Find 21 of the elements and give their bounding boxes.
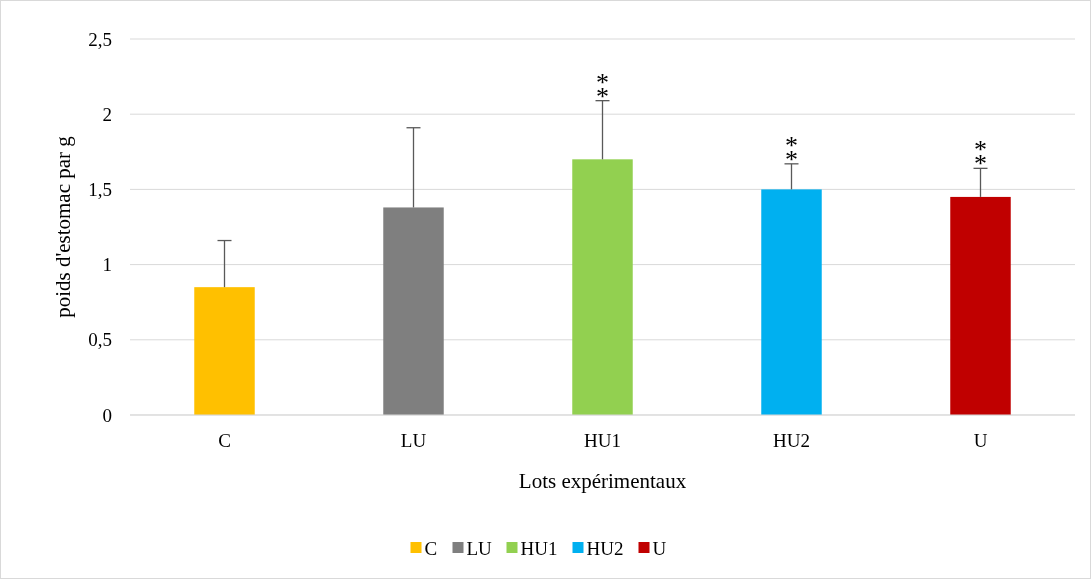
y-tick-label: 0,5: [88, 329, 112, 351]
legend-label: HU1: [520, 537, 558, 559]
annotation: **: [974, 135, 987, 179]
y-axis-title: poids d'estomac par g: [51, 135, 75, 318]
y-tick-label: 0: [102, 404, 112, 426]
y-tick-label: 2,5: [88, 28, 112, 50]
x-tick-label: LU: [400, 430, 427, 451]
x-axis-title: Lots expérimentaux: [518, 469, 687, 493]
legend-label: HU2: [586, 537, 624, 559]
y-tick-label: 2: [102, 103, 112, 125]
x-tick-label: HU1: [584, 430, 621, 451]
legend-label: LU: [466, 537, 493, 559]
legend-label: U: [652, 537, 667, 559]
annotation: **: [596, 67, 609, 111]
legend-label: C: [424, 537, 438, 559]
y-tick-label: 1,5: [88, 179, 112, 201]
y-tick-label: 1: [102, 254, 112, 276]
x-tick-label: C: [218, 430, 231, 451]
x-tick-label: HU2: [773, 430, 810, 451]
x-tick-label: U: [973, 430, 988, 451]
annotation: **: [785, 130, 798, 174]
